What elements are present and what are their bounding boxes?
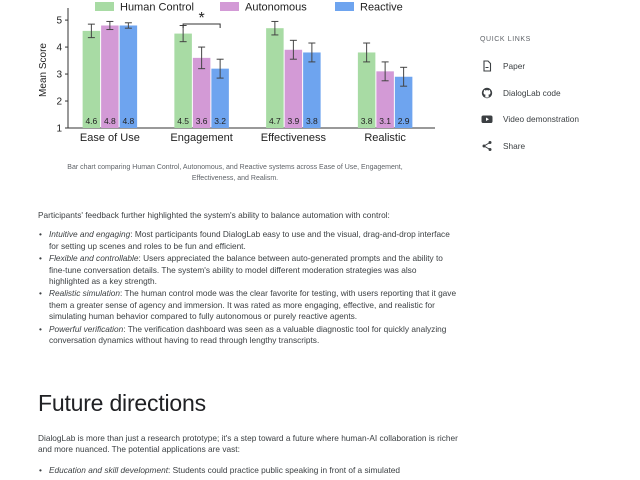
- document-icon: [480, 59, 494, 73]
- quick-link-label: Paper: [503, 61, 526, 72]
- youtube-icon: [480, 112, 494, 126]
- bullet-text: : Students could practice public speakin…: [168, 465, 400, 475]
- bar: [266, 28, 284, 128]
- data-label: 3.2: [214, 116, 226, 126]
- data-label: 2.9: [398, 116, 410, 126]
- y-tick-label: 4: [56, 43, 62, 54]
- data-label: 3.1: [379, 116, 391, 126]
- y-tick-label: 5: [56, 16, 62, 27]
- bullet-term: Flexible and controllable: [49, 253, 139, 264]
- bullet-text: : Users appreciated the balance between …: [49, 253, 443, 287]
- quick-link-code[interactable]: DialogLab code: [480, 80, 630, 107]
- bullet-term: Education and skill development: [49, 465, 168, 475]
- future-paragraph: DialogLab is more than just a research p…: [38, 433, 458, 455]
- data-label: 4.8: [122, 116, 134, 126]
- bar: [211, 68, 229, 128]
- significance-marker: *: [199, 10, 205, 27]
- bar: [174, 33, 192, 129]
- legend-label: Autonomous: [245, 2, 307, 14]
- x-tick-label: Engagement: [170, 132, 232, 144]
- bar: [192, 57, 211, 128]
- bar: [101, 25, 119, 128]
- data-label: 4.8: [104, 116, 116, 126]
- x-tick-label: Effectiveness: [261, 132, 327, 144]
- bar: [82, 30, 101, 128]
- bar: [284, 49, 303, 128]
- feedback-intro: Participants' feedback further highlight…: [38, 210, 390, 220]
- bullet-text: : The human control mode was the clear f…: [49, 288, 457, 322]
- data-label: 3.9: [287, 116, 299, 126]
- list-item: Intuitive and engaging: Most participant…: [38, 229, 458, 252]
- data-label: 4.5: [177, 116, 189, 126]
- chart-caption: Bar chart comparing Human Control, Auton…: [67, 164, 403, 182]
- y-axis-label: Mean Score: [38, 43, 49, 97]
- legend-label: Human Control: [120, 2, 194, 14]
- quick-link-paper[interactable]: Paper: [480, 53, 630, 80]
- data-label: 4.6: [85, 116, 97, 126]
- bullet-text: : The verification dashboard was seen as…: [49, 323, 447, 346]
- list-item: Realistic simulation: The human control …: [38, 288, 458, 322]
- quick-link-video[interactable]: Video demonstration: [480, 106, 630, 133]
- bar: [394, 76, 413, 128]
- quick-link-label: Share: [503, 140, 526, 151]
- share-icon: [480, 139, 494, 153]
- quick-link-label: DialogLab code: [503, 87, 561, 98]
- quick-links-panel: QUICK LINKS Paper DialogLab code Video d…: [480, 36, 630, 159]
- bullet-text: : Most participants found DialogLab easy…: [49, 229, 450, 251]
- x-tick-label: Ease of Use: [80, 132, 140, 144]
- significance-bracket: [182, 23, 221, 28]
- y-tick-label: 2: [56, 97, 62, 108]
- list-item: Powerful verification: The verification …: [38, 324, 458, 347]
- quick-links-title: QUICK LINKS: [480, 36, 531, 43]
- y-tick-label: 3: [56, 70, 62, 81]
- list-item: Education and skill development: Student…: [38, 465, 458, 477]
- x-tick-label: Realistic: [364, 132, 406, 144]
- quick-link-label: Video demonstration: [503, 114, 579, 125]
- bar: [303, 52, 321, 128]
- bullet-term: Realistic simulation: [49, 288, 121, 299]
- article-body: Participants' feedback further highlight…: [38, 210, 458, 347]
- bar: [119, 25, 138, 128]
- list-item: Flexible and controllable: Users appreci…: [38, 253, 458, 287]
- data-label: 4.7: [269, 116, 281, 126]
- y-tick-label: 1: [56, 124, 62, 135]
- legend-swatch: [220, 2, 239, 11]
- feedback-list: Intuitive and engaging: Most participant…: [38, 229, 458, 346]
- bar: [376, 71, 394, 128]
- bar-chart: 1 2 3 4 5 Mean Score 4.6 4.8 4.8 Ease of Use 4.5 3.…: [38, 2, 435, 144]
- bullet-term: Powerful verification: [49, 323, 124, 334]
- legend-swatch: [95, 2, 114, 11]
- legend-label: Reactive: [360, 2, 403, 14]
- bullet-term: Intuitive and engaging: [49, 229, 131, 240]
- legend-swatch: [335, 2, 354, 11]
- quick-link-share[interactable]: Share: [480, 133, 630, 160]
- data-label: 3.6: [196, 116, 208, 126]
- future-list: Education and skill development: Student…: [38, 465, 458, 477]
- section-heading: Future directions: [38, 390, 206, 416]
- bar: [357, 52, 376, 128]
- data-label: 3.8: [361, 116, 373, 126]
- data-label: 3.8: [306, 116, 318, 126]
- github-icon: [480, 86, 494, 100]
